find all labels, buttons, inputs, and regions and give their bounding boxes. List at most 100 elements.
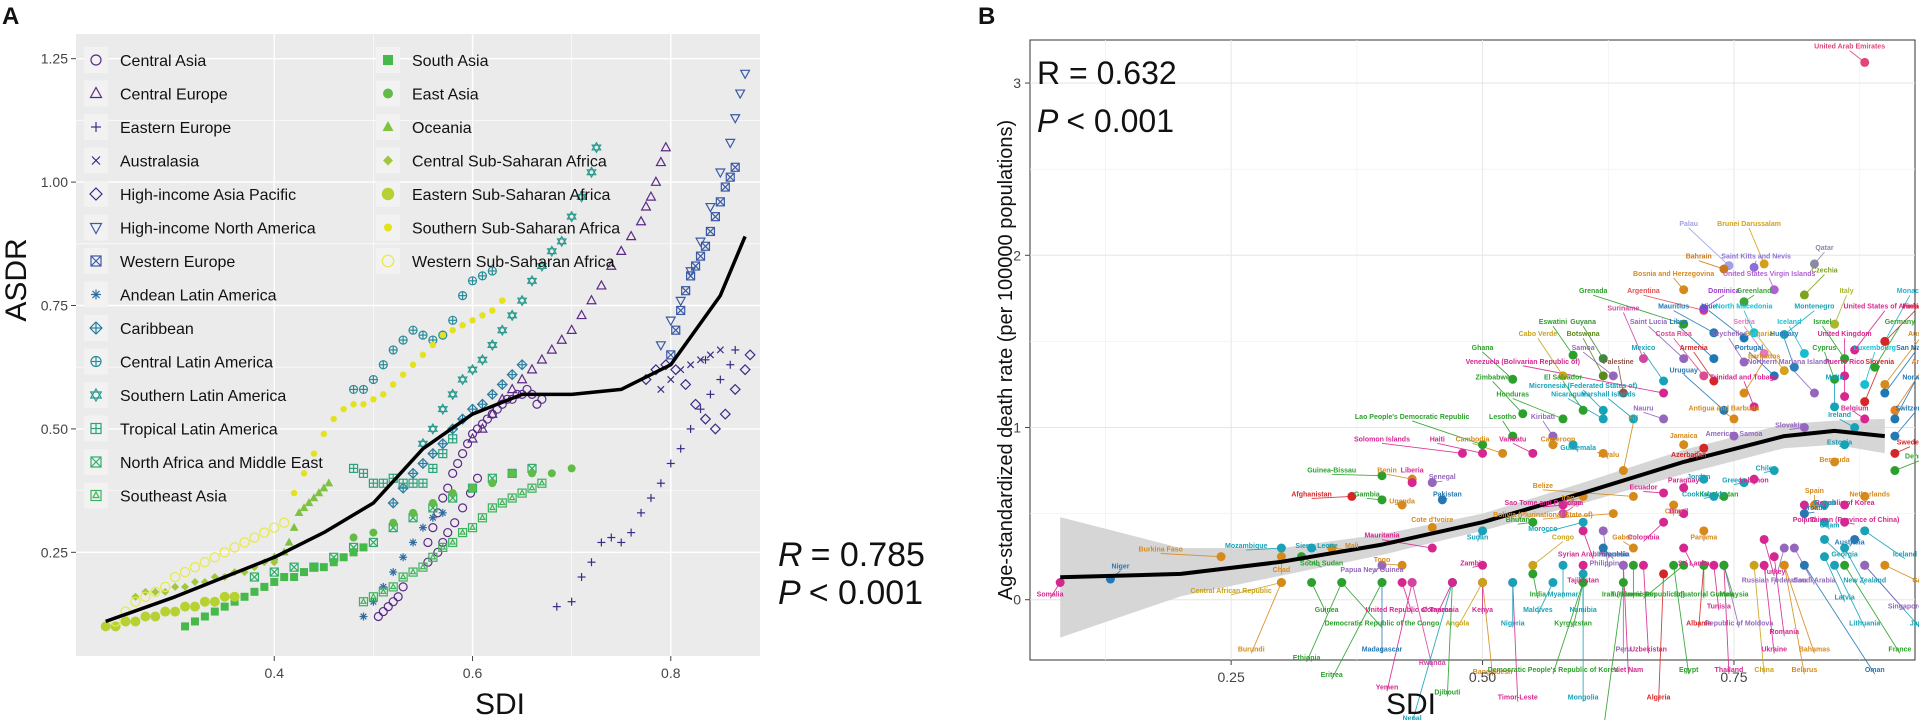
data-point bbox=[140, 591, 151, 602]
panel-a-y-ticks: 0.25 0.50 0.75 1.00 1.25 bbox=[41, 51, 76, 560]
legend-item-southeast-asia: Southeast Asia bbox=[84, 482, 227, 509]
legend-item-western-europe: Western Europe bbox=[84, 248, 235, 274]
label-mali: Mali bbox=[1345, 543, 1359, 550]
legend-label-high-income-north-america: High-income North America bbox=[120, 221, 316, 238]
data-point bbox=[731, 345, 740, 354]
data-point bbox=[676, 305, 686, 316]
data-point bbox=[497, 498, 507, 508]
point-cabo-verde bbox=[1558, 371, 1568, 381]
panel-b-y-tick-label: 0 bbox=[1013, 592, 1021, 608]
leader-united-states-of-america bbox=[1854, 310, 1886, 351]
series-eastern-europe bbox=[552, 345, 740, 611]
data-point bbox=[655, 341, 667, 352]
point-austria bbox=[1880, 379, 1890, 389]
label-spain: Spain bbox=[1805, 488, 1824, 495]
point-taiwan-province-of-china bbox=[1840, 517, 1850, 527]
data-point bbox=[269, 567, 279, 577]
series-southern-sub-saharan-africa bbox=[290, 297, 506, 497]
point-luxembourg bbox=[1860, 379, 1870, 389]
leader-mauritius bbox=[1673, 310, 1715, 334]
point-tajikistan bbox=[1578, 560, 1588, 570]
data-point bbox=[190, 617, 199, 626]
label-vanuatu: Vanuatu bbox=[1499, 436, 1526, 443]
leader-ukraine bbox=[1763, 565, 1775, 654]
data-point bbox=[719, 408, 731, 420]
point-micronesia-federated-states-of bbox=[1598, 405, 1608, 415]
point-montenegro bbox=[1779, 330, 1789, 339]
data-point bbox=[120, 616, 131, 627]
data-point bbox=[398, 582, 408, 592]
label-lao-people-s-democratic-republic: Lao People's Democratic Republic bbox=[1355, 414, 1470, 421]
leader-burundi bbox=[1250, 582, 1282, 654]
data-point bbox=[378, 478, 388, 488]
data-point bbox=[438, 542, 448, 552]
data-point bbox=[368, 592, 378, 602]
label-nigeria: Nigeria bbox=[1501, 621, 1525, 628]
data-point bbox=[489, 307, 496, 314]
point-saudi-arabia bbox=[1789, 543, 1799, 553]
data-point bbox=[378, 606, 388, 617]
point-cambodia bbox=[1498, 448, 1508, 458]
point-pakistan bbox=[1437, 495, 1447, 505]
data-point bbox=[508, 469, 517, 478]
point-zambia bbox=[1478, 560, 1488, 570]
label-iceland: Iceland bbox=[1893, 552, 1917, 559]
point-bermuda bbox=[1830, 457, 1840, 467]
point-costa-rica bbox=[1699, 371, 1709, 381]
data-point bbox=[378, 360, 388, 370]
label-barbados: Barbados bbox=[1748, 354, 1780, 361]
label-andorra: Andorra bbox=[1911, 359, 1919, 366]
point-bolivia-plurinational-state-of bbox=[1608, 509, 1618, 519]
point-mauritius bbox=[1709, 328, 1719, 338]
point-slovakia bbox=[1799, 423, 1809, 432]
data-point bbox=[472, 473, 483, 483]
data-point bbox=[496, 378, 508, 391]
leader-iceland bbox=[1788, 325, 1805, 354]
legend-key-south-asia bbox=[383, 55, 393, 65]
data-point bbox=[650, 364, 662, 376]
data-point bbox=[300, 470, 308, 477]
point-russian-federation bbox=[1779, 543, 1789, 553]
legend-item-central-asia: Central Asia bbox=[84, 47, 206, 73]
data-point bbox=[625, 230, 637, 241]
leader-malaysia bbox=[1723, 565, 1735, 599]
label-thailand: Thailand bbox=[1715, 667, 1744, 674]
point-nauru bbox=[1659, 414, 1669, 424]
label-uzbekistan: Uzbekistan bbox=[1630, 646, 1667, 653]
point-togo bbox=[1397, 560, 1407, 570]
leader-micronesia-federated-states-of bbox=[1582, 389, 1604, 411]
point-oman bbox=[1799, 560, 1809, 570]
data-point bbox=[358, 468, 369, 478]
leader-botswana bbox=[1582, 338, 1604, 377]
label-democratic-republic-of-the-congo: Democratic Republic of the Congo bbox=[1325, 621, 1440, 628]
label-fiji: Fiji bbox=[1628, 416, 1638, 423]
label-jordan: Jordan bbox=[1687, 474, 1710, 481]
point-vanuatu bbox=[1528, 448, 1538, 458]
point-papua-new-guinea bbox=[1377, 560, 1387, 570]
panel-a-x-tick-label: 0.4 bbox=[265, 665, 285, 681]
leader-barbados bbox=[1743, 360, 1765, 394]
label-switzerland: Switzerland bbox=[1896, 405, 1919, 412]
leader-romania bbox=[1773, 556, 1785, 637]
data-point bbox=[408, 325, 418, 335]
data-point bbox=[409, 508, 418, 517]
data-point bbox=[260, 582, 269, 591]
data-point bbox=[739, 364, 751, 376]
series-central-europe bbox=[467, 141, 672, 443]
legend-label-andean-latin-america: Andean Latin America bbox=[120, 288, 277, 305]
data-point bbox=[329, 558, 338, 567]
legend-item-high-income-asia-pacific: High-income Asia Pacific bbox=[84, 181, 296, 207]
point-indonesia bbox=[1598, 543, 1608, 553]
series-north-africa-and-middle-east bbox=[249, 463, 537, 582]
data-point bbox=[340, 405, 347, 413]
label-indonesia: Indonesia bbox=[1597, 552, 1630, 559]
panel-b-p-symbol: P bbox=[1037, 103, 1059, 139]
point-afghanistan bbox=[1347, 491, 1357, 501]
data-point bbox=[506, 309, 518, 322]
data-point bbox=[388, 597, 398, 607]
point-sri-lanka bbox=[1679, 543, 1689, 553]
data-point bbox=[744, 349, 756, 361]
point-republic-of-korea bbox=[1840, 500, 1850, 510]
point-cuba bbox=[1669, 500, 1679, 510]
